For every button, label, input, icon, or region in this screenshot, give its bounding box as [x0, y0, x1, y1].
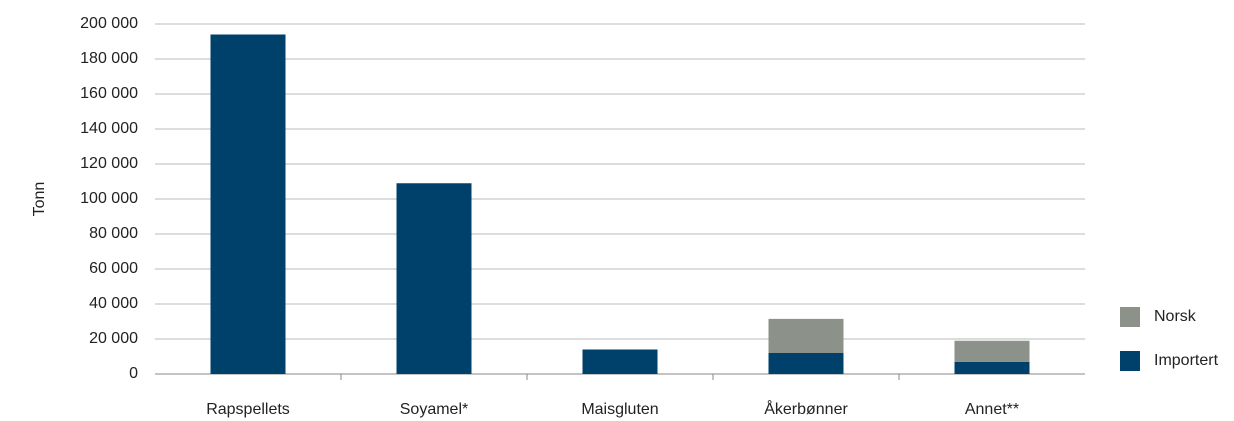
y-tick-label: 20 000 [89, 330, 138, 347]
y-tick-label: 100 000 [80, 190, 138, 207]
y-tick-label: 120 000 [80, 155, 138, 172]
bar-segment [954, 361, 1030, 374]
bar-segment [768, 318, 844, 353]
y-tick-label: 160 000 [80, 85, 138, 102]
bar-segment [768, 353, 844, 374]
legend-label: Importert [1154, 352, 1219, 369]
legend-label: Norsk [1154, 308, 1197, 325]
x-tick-label: Maisgluten [581, 401, 658, 418]
y-tick-label: 60 000 [89, 260, 138, 277]
bar-segment [582, 349, 658, 374]
y-axis-label: Tonn [31, 182, 48, 217]
x-tick-label: Åkerbønner [764, 399, 848, 418]
bar-segment [396, 183, 472, 374]
x-tick-label: Soyamel* [400, 401, 468, 418]
y-tick-label: 140 000 [80, 120, 138, 137]
x-tick-label: Rapspellets [206, 401, 290, 418]
legend-swatch [1120, 351, 1140, 371]
bar-segment [210, 34, 286, 374]
legend-swatch [1120, 307, 1140, 327]
y-tick-label: 40 000 [89, 295, 138, 312]
bar-segment [954, 340, 1030, 362]
x-tick-label: Annet** [965, 401, 1019, 418]
y-tick-label: 80 000 [89, 225, 138, 242]
y-tick-label: 200 000 [80, 15, 138, 32]
y-tick-label: 180 000 [80, 50, 138, 67]
y-tick-label: 0 [129, 365, 138, 382]
